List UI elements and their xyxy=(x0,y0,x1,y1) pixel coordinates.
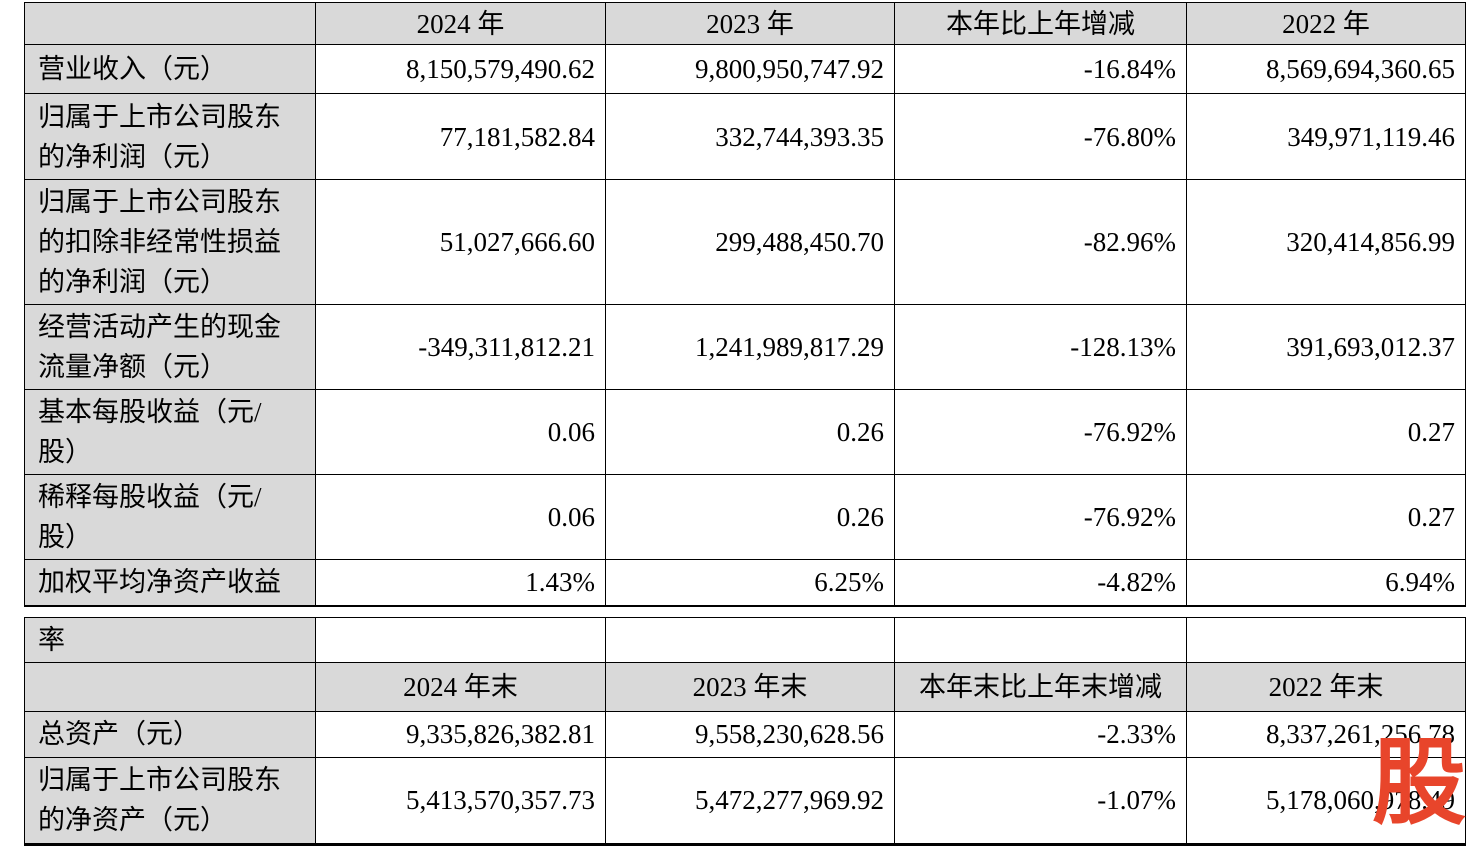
header-2024-end: 2024 年末 xyxy=(315,661,606,712)
cell-2023: 332,744,393.35 xyxy=(605,93,895,180)
cell-2023: 9,558,230,628.56 xyxy=(605,710,895,758)
table-header-row: 2024 年 2023 年 本年比上年增减 2022 年 xyxy=(24,2,1466,45)
cell-2022: 8,337,261,256.78 xyxy=(1186,710,1466,758)
cell-2024: -349,311,812.21 xyxy=(315,304,606,390)
cell-2024: 8,150,579,490.62 xyxy=(315,44,606,94)
table-row-weighted-avg-roe: 加权平均净资产收益 1.43% 6.25% -4.82% 6.94% xyxy=(24,559,1466,606)
table-row-roe-carryover: 率 xyxy=(24,616,1466,663)
table-row-revenue: 营业收入（元） 8,150,579,490.62 9,800,950,747.9… xyxy=(24,44,1466,94)
header-yoy-end-change: 本年末比上年末增减 xyxy=(894,661,1187,712)
cell-2023: 1,241,989,817.29 xyxy=(605,304,895,390)
table-row-total-assets: 总资产（元） 9,335,826,382.81 9,558,230,628.56… xyxy=(24,710,1466,758)
cell-2022: 5,178,060,978.49 xyxy=(1186,756,1466,845)
row-label: 基本每股收益（元/ 股） xyxy=(24,389,316,475)
cell-2023: 0.26 xyxy=(605,389,895,475)
cell-2023: 9,800,950,747.92 xyxy=(605,44,895,94)
row-label: 归属于上市公司股东 的净利润（元） xyxy=(24,93,316,180)
header-2023: 2023 年 xyxy=(605,2,895,45)
cell-2022: 8,569,694,360.65 xyxy=(1186,44,1466,94)
table-row-net-profit: 归属于上市公司股东 的净利润（元） 77,181,582.84 332,744,… xyxy=(24,93,1466,180)
cell-2022: 320,414,856.99 xyxy=(1186,179,1466,305)
financial-summary-table: 2024 年 2023 年 本年比上年增减 2022 年 营业收入（元） 8,1… xyxy=(24,2,1466,607)
cell-2023: 5,472,277,969.92 xyxy=(605,756,895,845)
cell-2023: 6.25% xyxy=(605,559,895,606)
table-header-row: 2024 年末 2023 年末 本年末比上年末增减 2022 年末 xyxy=(24,661,1466,712)
cell-2024: 9,335,826,382.81 xyxy=(315,710,606,758)
table-row-diluted-eps: 稀释每股收益（元/ 股） 0.06 0.26 -76.92% 0.27 xyxy=(24,474,1466,560)
cell-2022 xyxy=(1186,616,1466,663)
cell-2023 xyxy=(605,616,895,663)
cell-change: -4.82% xyxy=(894,559,1187,606)
header-2023-end: 2023 年末 xyxy=(605,661,895,712)
cell-2024: 0.06 xyxy=(315,474,606,560)
row-label: 稀释每股收益（元/ 股） xyxy=(24,474,316,560)
cell-change: -76.80% xyxy=(894,93,1187,180)
cell-change: -16.84% xyxy=(894,44,1187,94)
table-row-net-assets: 归属于上市公司股东 的净资产（元） 5,413,570,357.73 5,472… xyxy=(24,756,1466,845)
cell-2024: 5,413,570,357.73 xyxy=(315,756,606,845)
header-yoy-change: 本年比上年增减 xyxy=(894,2,1187,45)
cell-2022: 6.94% xyxy=(1186,559,1466,606)
cell-2023: 299,488,450.70 xyxy=(605,179,895,305)
cell-2022: 349,971,119.46 xyxy=(1186,93,1466,180)
cell-2024: 0.06 xyxy=(315,389,606,475)
row-label: 归属于上市公司股东 的扣除非经常性损益 的净利润（元） xyxy=(24,179,316,305)
table-row-basic-eps: 基本每股收益（元/ 股） 0.06 0.26 -76.92% 0.27 xyxy=(24,389,1466,475)
table-row-deducted-net-profit: 归属于上市公司股东 的扣除非经常性损益 的净利润（元） 51,027,666.6… xyxy=(24,179,1466,305)
cell-change: -128.13% xyxy=(894,304,1187,390)
cell-2022: 391,693,012.37 xyxy=(1186,304,1466,390)
cell-change: -76.92% xyxy=(894,474,1187,560)
cell-2024 xyxy=(315,616,606,663)
table-row-operating-cash-flow: 经营活动产生的现金 流量净额（元） -349,311,812.21 1,241,… xyxy=(24,304,1466,390)
cell-2024: 77,181,582.84 xyxy=(315,93,606,180)
cell-change: -2.33% xyxy=(894,710,1187,758)
header-empty-cell xyxy=(24,2,316,45)
cell-change: -1.07% xyxy=(894,756,1187,845)
cell-change: -82.96% xyxy=(894,179,1187,305)
cell-2022: 0.27 xyxy=(1186,389,1466,475)
header-empty-cell xyxy=(24,661,316,712)
row-label: 归属于上市公司股东 的净资产（元） xyxy=(24,756,316,845)
balance-summary-table: 率 2024 年末 2023 年末 本年末比上年末增减 2022 年末 总资产（… xyxy=(24,616,1466,846)
row-label: 总资产（元） xyxy=(24,710,316,758)
cell-2024: 51,027,666.60 xyxy=(315,179,606,305)
cell-2022: 0.27 xyxy=(1186,474,1466,560)
row-label: 率 xyxy=(24,616,316,663)
header-2022: 2022 年 xyxy=(1186,2,1466,45)
row-label: 经营活动产生的现金 流量净额（元） xyxy=(24,304,316,390)
cell-2024: 1.43% xyxy=(315,559,606,606)
header-2024: 2024 年 xyxy=(315,2,606,45)
cell-change: -76.92% xyxy=(894,389,1187,475)
row-label: 营业收入（元） xyxy=(24,44,316,94)
cell-change xyxy=(894,616,1187,663)
cell-2023: 0.26 xyxy=(605,474,895,560)
header-2022-end: 2022 年末 xyxy=(1186,661,1466,712)
row-label: 加权平均净资产收益 xyxy=(24,559,316,606)
